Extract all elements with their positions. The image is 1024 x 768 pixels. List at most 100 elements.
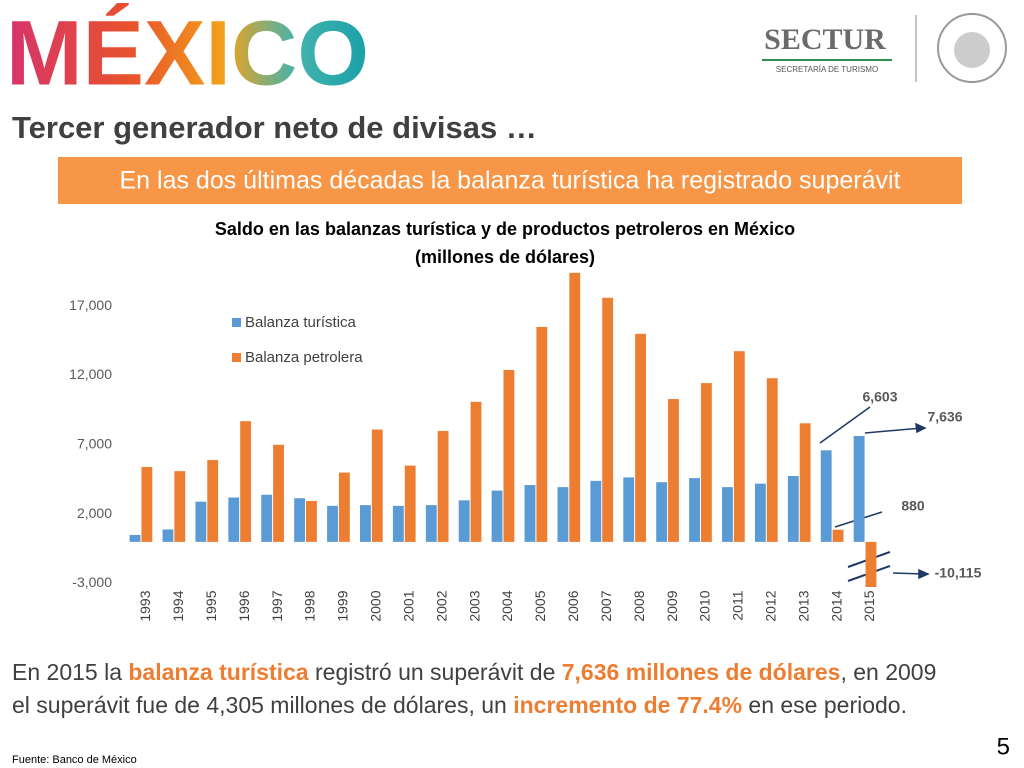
x-tick-label: 2002 (433, 590, 449, 621)
logo: MÉXICO (6, 1, 369, 104)
x-tick-label: 2009 (664, 590, 680, 621)
bar (557, 487, 569, 542)
data-label: -10,115 (935, 565, 982, 581)
legend-swatch (232, 318, 241, 327)
bar (853, 435, 865, 542)
x-tick-label: 1995 (203, 590, 219, 621)
bar (371, 429, 383, 542)
bar (359, 505, 371, 542)
bar (174, 471, 186, 542)
agency: SECTUR (764, 23, 886, 56)
slide-title: Tercer generador neto de divisas … (12, 110, 537, 145)
bar (240, 421, 252, 542)
summary-line: En 2015 la balanza turística registró un… (12, 656, 1017, 689)
bar (437, 430, 449, 542)
x-tick-label: 2011 (730, 590, 746, 620)
x-tick-label: 1994 (170, 590, 186, 621)
x-tick-label: 2000 (368, 590, 384, 621)
bar (404, 465, 416, 542)
x-tick-label: 1996 (236, 590, 252, 621)
data-label: 880 (901, 498, 925, 514)
bar (228, 497, 240, 542)
bar (722, 487, 733, 542)
summary-segment: registró un superávit de (308, 659, 562, 685)
chart-title: Saldo en las balanzas turística y de pro… (215, 219, 795, 239)
bar (392, 505, 404, 542)
bar (207, 460, 219, 542)
bar (261, 494, 273, 542)
x-tick-label: 2005 (532, 590, 548, 621)
bar (766, 378, 778, 542)
data-label: 7,636 (927, 409, 962, 425)
bar (689, 478, 700, 542)
bar (733, 351, 745, 542)
bar (590, 480, 602, 542)
plot (129, 272, 877, 587)
legend-label: Balanza petrolera (245, 349, 363, 366)
bar (656, 482, 668, 542)
x-tick-label: 2010 (697, 590, 713, 621)
x-tick-label: 2014 (828, 590, 844, 621)
bar (338, 472, 350, 542)
seal-center (954, 32, 990, 68)
bar (470, 401, 482, 542)
bar (754, 483, 766, 542)
banner-text: En las dos últimas décadas la balanza tu… (120, 167, 901, 195)
summary-segment: incremento de 77.4% (513, 692, 743, 718)
bar (195, 501, 207, 542)
bar (129, 534, 141, 542)
summary-line: el superávit fue de 4,305 millones de dó… (12, 689, 1017, 722)
source: Fuente: Banco de México (12, 754, 137, 766)
bar (458, 500, 470, 542)
x-tick-label: 2012 (763, 590, 779, 621)
bar (273, 444, 284, 542)
y-tick-label: 17,000 (69, 297, 112, 313)
summary-segment: , en 2009 (840, 659, 937, 685)
x-tick-label: 2008 (631, 590, 647, 621)
seal (937, 13, 1007, 83)
banner (58, 157, 962, 204)
chart-subtitle: (millones de dólares) (415, 247, 595, 267)
bar (524, 485, 536, 542)
bar (799, 423, 811, 542)
x-tick-label: 2013 (795, 590, 811, 621)
bar (294, 498, 306, 542)
y-tick-label: -3,000 (72, 574, 112, 590)
bar (832, 529, 844, 542)
bar (602, 297, 614, 542)
x-tick-label: 1999 (335, 590, 351, 621)
x-tick-label: 2004 (499, 590, 515, 621)
bar (536, 326, 548, 542)
summary-segment: el superávit fue de 4,305 millones de dó… (12, 692, 514, 718)
legend-label: Balanza turística (245, 314, 357, 331)
bar (635, 333, 647, 542)
bar (141, 466, 153, 542)
agency-subtitle: SECRETARÍA DE TURISMO (776, 65, 878, 74)
x-tick-label: 2003 (466, 590, 482, 621)
page-number: 5 (997, 733, 1010, 760)
bar (327, 505, 338, 542)
x-tick-label: 2007 (598, 590, 614, 621)
summary: En 2015 la balanza turística registró un… (12, 656, 1017, 722)
bar (865, 541, 877, 587)
bar (787, 476, 799, 542)
bar (306, 500, 317, 542)
data-label: 6,603 (862, 389, 897, 405)
summary-segment: En 2015 la (12, 659, 129, 685)
summary-segment: en ese periodo. (742, 692, 907, 718)
y-tick-label: 2,000 (77, 505, 112, 521)
y-tick-label: 7,000 (77, 436, 112, 452)
x-tick-label: 1993 (137, 590, 153, 621)
bar (820, 450, 832, 542)
legend-swatch (232, 353, 241, 362)
x-tick-label: 1998 (302, 590, 318, 621)
summary-segment: 7,636 millones de dólares (561, 659, 841, 685)
bar (503, 369, 515, 542)
bar (569, 272, 581, 542)
x-tick-label: 1997 (269, 590, 285, 621)
summary-segment: balanza turística (128, 659, 309, 685)
x-tick-label: 2006 (565, 590, 581, 621)
bar (425, 505, 437, 542)
